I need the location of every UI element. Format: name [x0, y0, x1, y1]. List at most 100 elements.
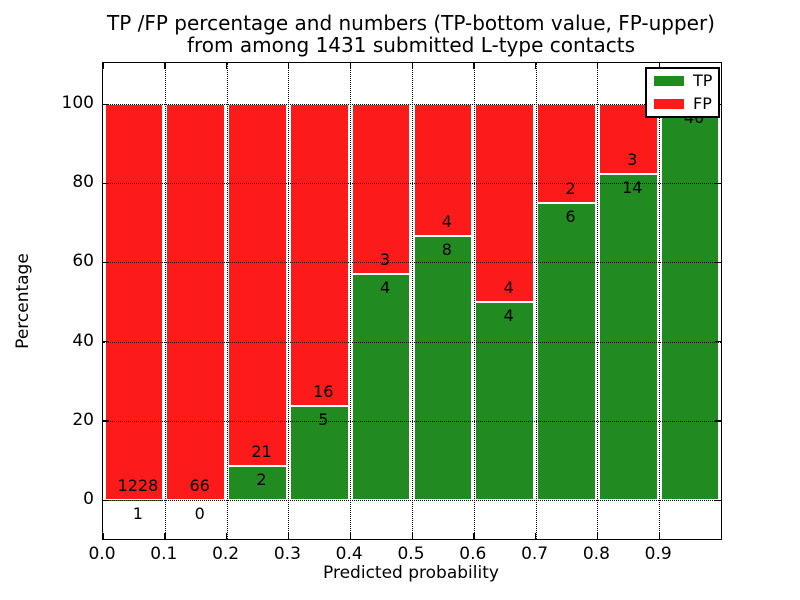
- legend-item-tp: TP: [654, 73, 718, 89]
- y-tick-label: 60: [72, 251, 94, 272]
- y-tick-mark-left: [103, 261, 109, 264]
- x-tick-mark-top: [535, 63, 537, 69]
- tp-count-label: 8: [441, 239, 452, 259]
- x-tick-mark-bottom: [596, 533, 599, 539]
- y-tick-label: 40: [72, 330, 94, 351]
- legend-label-fp: FP: [693, 94, 712, 113]
- x-tick-mark-top: [596, 63, 599, 69]
- tp-count-label: 2: [256, 469, 267, 489]
- x-tick-mark-bottom: [658, 533, 661, 539]
- fp-count-label: 16: [313, 381, 334, 401]
- horizontal-gridline: [103, 341, 721, 343]
- fp-count-label: 3: [380, 249, 391, 269]
- vertical-gridline: [288, 63, 290, 539]
- tp-count-label: 0: [194, 504, 205, 523]
- horizontal-gridline: [103, 420, 721, 422]
- y-tick-mark-right: [715, 261, 721, 264]
- horizontal-gridline: [103, 183, 721, 185]
- x-tick-mark-bottom: [287, 533, 290, 539]
- horizontal-gridline: [103, 500, 721, 501]
- tp-bar-segment: [475, 302, 534, 500]
- x-tick-mark-top: [473, 63, 475, 69]
- y-axis-label: Percentage: [13, 253, 33, 349]
- chart-title-line1: TP /FP percentage and numbers (TP-bottom…: [107, 11, 715, 35]
- fp-count-label: 4: [441, 211, 452, 231]
- x-tick-mark-bottom: [473, 533, 475, 539]
- y-tick-label: 0: [83, 489, 94, 509]
- tp-count-label: 4: [503, 306, 514, 325]
- x-tick-mark-top: [287, 63, 290, 69]
- chart-title: TP /FP percentage and numbers (TP-bottom…: [102, 12, 720, 56]
- vertical-gridline: [412, 63, 413, 539]
- legend-item-fp: FP: [654, 96, 718, 112]
- vertical-gridline: [350, 63, 352, 539]
- tp-legend-swatch-icon: [654, 76, 684, 86]
- x-tick-mark-bottom: [349, 533, 352, 539]
- x-tick-label: 0.7: [521, 544, 549, 564]
- fp-bar-segment: [413, 104, 473, 236]
- fp-bar-segment: [166, 104, 225, 500]
- x-tick-mark-top: [226, 63, 228, 69]
- x-tick-label: 0.1: [150, 544, 178, 564]
- x-tick-mark-bottom: [535, 533, 537, 539]
- y-tick-mark-right: [715, 499, 721, 501]
- fp-count-label: 2: [565, 179, 576, 198]
- tp-bar-segment: [351, 273, 411, 500]
- vertical-gridline: [164, 63, 166, 539]
- x-tick-mark-bottom: [226, 533, 228, 539]
- vertical-gridline: [659, 63, 661, 539]
- fp-bar-segment: [290, 104, 349, 406]
- x-tick-mark-top: [349, 63, 352, 69]
- y-tick-mark-right: [715, 420, 721, 422]
- y-tick-mark-left: [103, 341, 109, 343]
- tp-bar-segment: [413, 235, 473, 500]
- y-tick-mark-left: [103, 103, 109, 105]
- x-tick-label: 0.4: [335, 544, 363, 564]
- x-tick-label: 0.6: [459, 544, 487, 564]
- fp-bar-segment: [228, 104, 287, 466]
- tp-count-label: 14: [622, 177, 643, 197]
- vertical-gridline: [535, 63, 537, 539]
- tp-count-label: 1: [132, 503, 143, 523]
- x-tick-label: 0.2: [212, 544, 240, 564]
- y-tick-mark-left: [103, 499, 109, 501]
- fp-bar-segment: [475, 104, 534, 302]
- tp-bar-segment: [599, 173, 658, 500]
- fp-count-label: 4: [503, 278, 514, 297]
- x-tick-mark-bottom: [164, 533, 166, 539]
- fp-legend-swatch-icon: [654, 99, 684, 109]
- x-tick-mark-top: [411, 63, 413, 69]
- tp-count-label: 4: [380, 277, 391, 297]
- x-tick-mark-top: [164, 63, 166, 69]
- fp-bar-segment: [104, 104, 164, 500]
- legend-label-tp: TP: [693, 71, 713, 90]
- y-tick-mark-left: [103, 182, 109, 185]
- x-axis-label: Predicted probability: [323, 563, 499, 583]
- y-tick-mark-right: [715, 341, 721, 343]
- chart-title-line2: from among 1431 submitted L-type contact…: [186, 33, 636, 57]
- y-tick-mark-right: [715, 182, 721, 185]
- x-tick-label: 0.8: [582, 544, 610, 564]
- y-tick-label: 20: [72, 409, 94, 430]
- y-tick-mark-left: [103, 420, 109, 422]
- x-tick-mark-top: [658, 63, 661, 69]
- plot-area: 122816602121653448442631440: [102, 62, 722, 540]
- tp-count-label: 5: [318, 409, 329, 429]
- x-tick-label: 0.3: [273, 544, 301, 564]
- legend: TP FP: [645, 67, 720, 118]
- vertical-gridline: [597, 63, 599, 539]
- tp-bar-segment: [228, 465, 287, 500]
- y-tick-label: 80: [72, 172, 94, 193]
- vertical-gridline: [226, 63, 228, 539]
- vertical-gridline: [473, 63, 475, 539]
- fp-count-label: 66: [189, 476, 210, 495]
- horizontal-gridline: [103, 262, 721, 264]
- fp-count-label: 3: [627, 149, 638, 169]
- x-tick-mark-bottom: [102, 533, 104, 539]
- x-tick-label: 0.5: [397, 544, 425, 564]
- fp-count-label: 21: [251, 441, 272, 461]
- horizontal-gridline: [103, 104, 721, 105]
- x-tick-label: 0.9: [644, 544, 672, 564]
- x-tick-mark-top: [102, 63, 104, 69]
